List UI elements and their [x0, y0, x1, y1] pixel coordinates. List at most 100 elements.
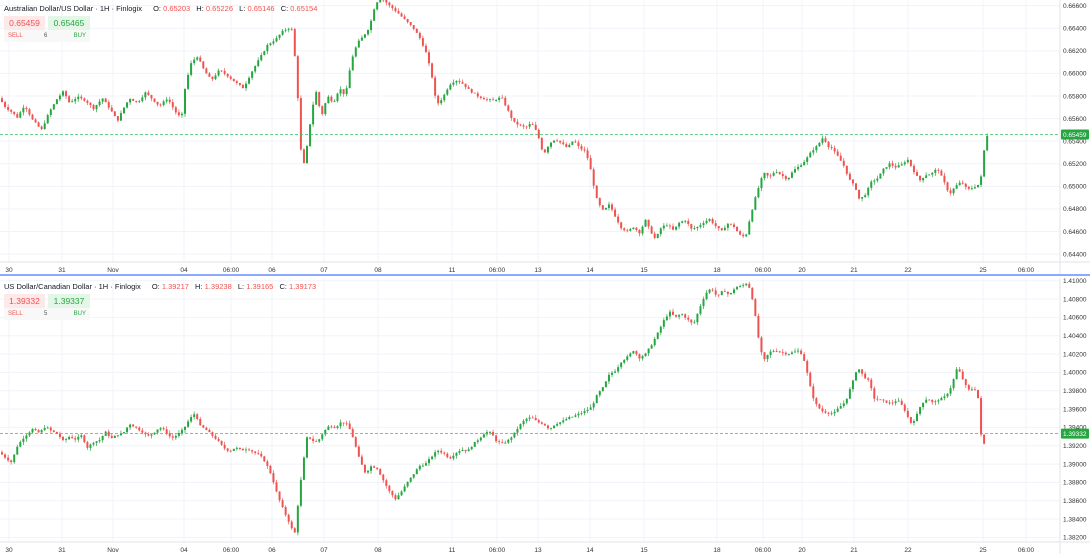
candle-body [672, 311, 674, 315]
candle-body [919, 407, 922, 414]
candle-body [116, 116, 119, 121]
candle-body [931, 172, 934, 175]
candle-body [77, 436, 80, 440]
candle-body [16, 446, 19, 455]
candle-body [89, 102, 92, 106]
candle-body [739, 231, 742, 235]
candle-body [184, 426, 186, 430]
candle-body [540, 422, 543, 424]
candle-body [848, 173, 851, 180]
candle-body [141, 430, 144, 433]
candle-body [13, 454, 16, 463]
candle-body [653, 233, 656, 238]
candle-body [611, 372, 613, 375]
candle-body [129, 424, 132, 428]
buy-price-button[interactable]: 0.65465 [48, 16, 90, 30]
candle-body [196, 57, 199, 60]
candle-body [184, 88, 186, 114]
candle-body [156, 101, 159, 105]
candle-body [330, 96, 333, 102]
candle-body [510, 437, 513, 440]
candle-body [101, 435, 104, 441]
candle-body [818, 404, 821, 409]
grid-lines [0, 278, 1060, 542]
price-tick-label: 1.40000 [1063, 370, 1087, 377]
buy-price-button[interactable]: 1.39337 [48, 294, 90, 308]
time-tick-label: 21 [850, 547, 858, 554]
candle-body [214, 75, 217, 80]
candle-body [717, 226, 720, 229]
candles [1, 281, 986, 536]
candle-body [400, 491, 403, 496]
candle-body [443, 452, 446, 454]
candle-body [882, 168, 885, 174]
candle-body [607, 374, 610, 382]
candle-body [818, 142, 821, 147]
usd-cad-chart-pane[interactable]: 1.41000 1.40800 1.40600 1.40400 1.40200 1.400… [0, 278, 1090, 554]
candle-body [757, 315, 760, 338]
candle-body [260, 453, 263, 457]
candle-body [354, 47, 357, 57]
candle-body [516, 428, 519, 433]
quantity-field[interactable]: 6 [44, 33, 48, 39]
candle-body [193, 59, 196, 64]
candle-body [58, 433, 61, 437]
candle-body [180, 113, 183, 116]
candle-body [74, 99, 77, 102]
candle-body [885, 167, 888, 169]
aud-usd-chart[interactable]: 0.66600 0.66400 0.66200 0.66000 0.65800 0.656… [0, 0, 1090, 274]
candle-body [37, 430, 40, 433]
sell-button[interactable]: SELL [8, 33, 23, 39]
buy-button[interactable]: BUY [73, 311, 86, 317]
candle-body [672, 226, 674, 230]
price-tick-label: 1.39000 [1063, 461, 1087, 468]
candle-body [165, 99, 168, 102]
candle-body [205, 68, 208, 74]
candle-body [760, 178, 763, 189]
candle-body [879, 173, 882, 179]
candle-body [611, 204, 613, 210]
time-tick-label: 06 [268, 547, 276, 554]
candle-body [119, 113, 122, 121]
candle-body [485, 432, 488, 435]
time-tick-label: 06:00 [489, 267, 506, 274]
candle-body [177, 112, 180, 116]
candle-body [922, 402, 925, 408]
buy-button[interactable]: BUY [73, 33, 86, 39]
usd-cad-chart[interactable]: 1.41000 1.40800 1.40600 1.40400 1.40200 1.400… [0, 278, 1090, 554]
candle-body [62, 436, 64, 440]
price-tick-label: 0.65400 [1063, 138, 1087, 145]
candle-body [784, 176, 787, 180]
candle-body [68, 436, 71, 440]
candle-body [546, 146, 549, 153]
candle-body [601, 205, 604, 210]
candle-body [10, 460, 13, 463]
pane-divider[interactable] [0, 274, 1090, 276]
time-tick-label: 11 [449, 267, 456, 274]
candle-body [278, 34, 281, 38]
last-price-label: 1.39332 [1063, 431, 1087, 438]
quantity-field[interactable]: 5 [44, 311, 48, 317]
candle-body [534, 417, 537, 421]
candle-body [214, 435, 217, 439]
candle-body [973, 389, 976, 391]
price-tick-label: 0.65800 [1063, 93, 1087, 100]
candle-body [49, 427, 52, 431]
candle-body [745, 234, 748, 237]
candle-body [723, 291, 726, 293]
sell-price-button[interactable]: 0.65459 [4, 16, 45, 30]
open-value: 0.65203 [163, 4, 191, 13]
aud-usd-chart-pane[interactable]: 0.66600 0.66400 0.66200 0.66000 0.65800 0.656… [0, 0, 1090, 274]
candle-body [238, 447, 241, 449]
candle-body [550, 142, 552, 147]
candle-body [431, 63, 434, 78]
candle-body [241, 448, 244, 451]
candle-body [495, 435, 498, 442]
sell-button[interactable]: SELL [8, 311, 23, 317]
candle-body [751, 287, 754, 300]
candle-body [232, 448, 235, 451]
time-tick-label: 04 [180, 547, 188, 554]
candle-body [345, 423, 348, 425]
candle-body [241, 84, 244, 89]
sell-price-button[interactable]: 1.39332 [4, 294, 45, 308]
